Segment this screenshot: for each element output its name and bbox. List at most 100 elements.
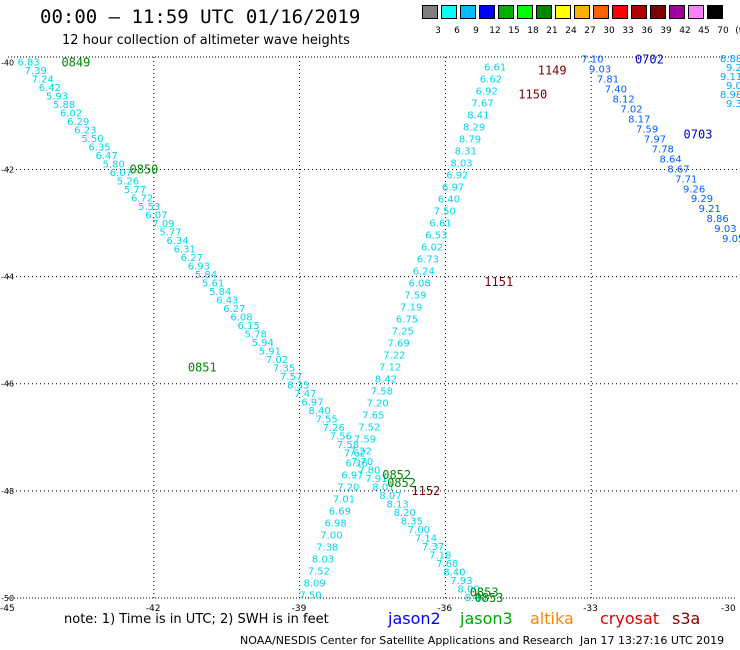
swh-value: 5.93 — [46, 91, 68, 102]
color-scale-label: 6 — [454, 26, 460, 36]
swh-value: 7.52 — [358, 422, 380, 433]
color-scale-label: 21 — [546, 26, 558, 36]
swh-value: 6.34 — [166, 236, 188, 247]
pass-time-label: 1149 — [538, 63, 567, 77]
swh-value: 5.77 — [159, 227, 181, 238]
longitude-label: -39 — [292, 604, 307, 614]
swh-value: 6.24 — [413, 267, 435, 278]
swh-value: 7.69 — [387, 339, 409, 350]
swh-value: 5.78 — [245, 329, 267, 340]
swh-value: 7.71 — [675, 174, 697, 185]
color-scale-swatch — [441, 5, 457, 19]
swh-value: 5.94 — [252, 338, 274, 349]
swh-value: 7.18 — [429, 550, 451, 561]
swh-value: 8.40 — [308, 406, 330, 417]
pass-time-label: 0850 — [130, 162, 159, 176]
swh-value: 7.00 — [320, 530, 342, 541]
swh-value: 5.77 — [124, 185, 146, 196]
swh-value-edge: 9.32 — [726, 99, 740, 110]
swh-value: 6.02 — [421, 243, 443, 254]
swh-value: 6.29 — [67, 117, 89, 128]
footer-note: note: 1) Time is in UTC; 2) SWH is in fe… — [64, 612, 329, 627]
latitude-label: -50 — [1, 594, 14, 603]
swh-value: 7.35 — [273, 363, 295, 374]
swh-value: 7.57 — [280, 372, 302, 383]
swh-value: 8.40 — [465, 593, 487, 604]
swh-value-edge: 9.04 — [726, 81, 740, 92]
color-scale-swatch — [536, 5, 552, 19]
color-scale-swatch — [517, 5, 533, 19]
swh-value: 6.92 — [476, 87, 498, 98]
color-scale-swatch — [688, 5, 704, 19]
latitude-label: -42 — [1, 165, 14, 174]
swh-value: 7.37 — [422, 542, 444, 553]
latitude-label: -40 — [1, 58, 14, 67]
latitude-label: -44 — [1, 273, 14, 282]
color-scale-swatch — [479, 5, 495, 19]
swh-value: 8.40 — [443, 567, 465, 578]
swh-value: 6.53 — [425, 231, 447, 242]
swh-value: 7.24 — [32, 74, 54, 85]
swh-value: 7.52 — [308, 566, 330, 577]
longitude-label: -33 — [583, 604, 598, 614]
swh-value: 5.50 — [81, 134, 103, 145]
color-scale-swatch — [498, 5, 514, 19]
swh-value: 8.13 — [386, 499, 408, 510]
swh-value: 6.69 — [329, 506, 351, 517]
swh-value: 6.47 — [96, 151, 118, 162]
swh-value: 7.38 — [316, 542, 338, 553]
swh-value: 5.80 — [103, 159, 125, 170]
satellite-altika: altika — [530, 609, 574, 628]
swh-value: 7.02 — [266, 355, 288, 366]
longitude-label: -42 — [146, 604, 161, 614]
color-scale-swatch — [422, 5, 438, 19]
swh-value: 8.35 — [401, 516, 423, 527]
color-scale-label: 42 — [679, 26, 691, 36]
swh-value: 7.02 — [620, 105, 642, 116]
swh-value: 8.79 — [459, 135, 481, 146]
swh-value: 7.25 — [392, 327, 414, 338]
swh-value: 9.03 — [589, 65, 611, 76]
swh-value: 8.42 — [375, 374, 397, 385]
swh-value: 9.26 — [683, 184, 705, 195]
swh-value: 6.27 — [181, 253, 203, 264]
color-scale-label: 27 — [584, 26, 596, 36]
swh-value: 7.20 — [366, 398, 388, 409]
swh-value-edge: 8.98 — [720, 90, 740, 101]
swh-value: 7.55 — [316, 414, 338, 425]
swh-value: 7.67 — [471, 99, 493, 110]
color-scale-label: 18 — [527, 26, 539, 36]
swh-value: 7.10 — [581, 55, 603, 66]
swh-value-edge: 9.28 — [726, 63, 740, 74]
color-scale-swatch — [460, 5, 476, 19]
swh-value: 6.31 — [174, 244, 196, 255]
swh-value: 5.91 — [259, 346, 281, 357]
swh-value: 6.08 — [230, 312, 252, 323]
swh-value: 7.80 — [358, 465, 380, 476]
swh-value: 8.41 — [467, 111, 489, 122]
color-scale-label: 15 — [508, 26, 520, 36]
swh-value: 9.21 — [699, 204, 721, 215]
swh-value: 6.97 — [341, 470, 363, 481]
pass-time-label: 0853 — [470, 586, 499, 600]
swh-value-edge: 9.11 — [720, 72, 740, 83]
swh-value: 7.26 — [323, 423, 345, 434]
pass-time-label: 0702 — [635, 53, 664, 67]
swh-value: 7.40 — [605, 85, 627, 96]
swh-value: 9.03 — [714, 224, 736, 235]
swh-value: 6.35 — [88, 142, 110, 153]
color-scale-label: 36 — [641, 26, 653, 36]
longitude-label: -45 — [0, 604, 15, 614]
swh-value: 5.84 — [209, 287, 231, 298]
color-scale-label: 3 — [435, 26, 441, 36]
color-scale-label: 39 — [660, 26, 672, 36]
pass-time-label: 0853 — [475, 591, 504, 605]
swh-value: 8.01 — [372, 482, 394, 493]
swh-value: 5.61 — [202, 278, 224, 289]
latitude-label: -48 — [1, 487, 14, 496]
swh-value: 5.53 — [138, 202, 160, 213]
swh-value: 6.93 — [188, 261, 210, 272]
swh-value: 7.58 — [371, 386, 393, 397]
color-scale-label: 12 — [489, 26, 501, 36]
color-scale-label: 24 — [565, 26, 577, 36]
